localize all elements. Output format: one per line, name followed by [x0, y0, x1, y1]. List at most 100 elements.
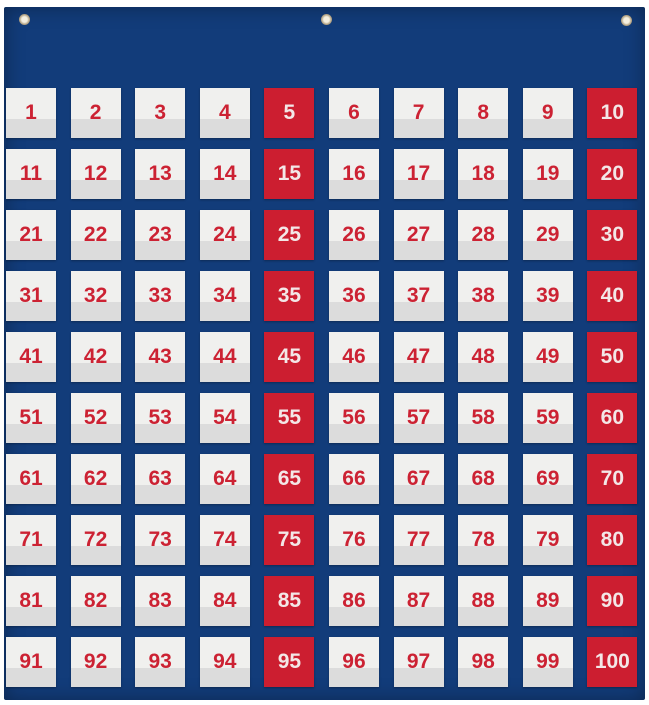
number-card: 45	[264, 332, 315, 382]
number-card: 99	[522, 637, 573, 687]
number-card: 89	[522, 576, 573, 626]
number-card: 62	[70, 454, 121, 504]
number-card: 98	[458, 637, 509, 687]
number-card: 72	[70, 515, 121, 565]
number-card: 69	[522, 454, 573, 504]
number-card: 27	[393, 210, 444, 260]
number-card: 78	[458, 515, 509, 565]
number-card: 94	[199, 637, 250, 687]
number-card: 51	[6, 393, 56, 443]
number-card: 26	[328, 210, 379, 260]
number-card: 91	[6, 637, 56, 687]
number-card: 52	[70, 393, 121, 443]
number-card: 42	[70, 332, 121, 382]
number-card: 25	[264, 210, 315, 260]
number-card: 66	[328, 454, 379, 504]
number-card: 88	[458, 576, 509, 626]
number-card: 93	[135, 637, 186, 687]
number-card: 10	[587, 88, 638, 138]
number-card: 87	[393, 576, 444, 626]
number-card: 57	[393, 393, 444, 443]
number-card: 70	[587, 454, 638, 504]
number-card: 63	[135, 454, 186, 504]
number-card: 33	[135, 271, 186, 321]
number-card: 13	[135, 149, 186, 199]
number-card: 24	[199, 210, 250, 260]
number-card: 20	[587, 149, 638, 199]
number-card: 28	[458, 210, 509, 260]
number-card: 41	[6, 332, 56, 382]
number-card: 9	[522, 88, 573, 138]
number-card: 14	[199, 149, 250, 199]
number-card: 48	[458, 332, 509, 382]
number-card: 55	[264, 393, 315, 443]
number-card: 40	[587, 271, 638, 321]
number-card: 2	[70, 88, 121, 138]
number-card: 60	[587, 393, 638, 443]
number-card: 92	[70, 637, 121, 687]
number-card: 21	[6, 210, 56, 260]
number-card: 46	[328, 332, 379, 382]
number-card: 43	[135, 332, 186, 382]
number-card: 4	[199, 88, 250, 138]
number-card: 37	[393, 271, 444, 321]
number-card: 47	[393, 332, 444, 382]
number-card: 76	[328, 515, 379, 565]
number-card: 81	[6, 576, 56, 626]
number-card: 7	[393, 88, 444, 138]
number-card: 67	[393, 454, 444, 504]
number-card: 74	[199, 515, 250, 565]
number-card: 32	[70, 271, 121, 321]
number-card: 35	[264, 271, 315, 321]
number-card: 59	[522, 393, 573, 443]
number-card: 8	[458, 88, 509, 138]
number-card: 39	[522, 271, 573, 321]
hundreds-grid: 1 2 3 4 5 6 7 8 9 10 11 12 13 14 15 16 17 18 19 20 21 22 23 24 2…	[6, 88, 638, 687]
number-card: 50	[587, 332, 638, 382]
number-card: 36	[328, 271, 379, 321]
number-card: 23	[135, 210, 186, 260]
number-card: 82	[70, 576, 121, 626]
number-card: 3	[135, 88, 186, 138]
number-card: 56	[328, 393, 379, 443]
number-card: 44	[199, 332, 250, 382]
number-card: 75	[264, 515, 315, 565]
number-card: 61	[6, 454, 56, 504]
grommet-icon	[19, 14, 30, 25]
number-card: 96	[328, 637, 379, 687]
number-card: 5	[264, 88, 315, 138]
number-card: 64	[199, 454, 250, 504]
number-card: 19	[522, 149, 573, 199]
number-card: 30	[587, 210, 638, 260]
number-card: 58	[458, 393, 509, 443]
number-card: 100	[587, 637, 638, 687]
number-card: 90	[587, 576, 638, 626]
number-card: 71	[6, 515, 56, 565]
number-card: 6	[328, 88, 379, 138]
number-card: 49	[522, 332, 573, 382]
number-card: 80	[587, 515, 638, 565]
number-card: 68	[458, 454, 509, 504]
number-card: 38	[458, 271, 509, 321]
number-card: 11	[6, 149, 56, 199]
number-card: 73	[135, 515, 186, 565]
number-card: 65	[264, 454, 315, 504]
number-card: 84	[199, 576, 250, 626]
number-card: 97	[393, 637, 444, 687]
number-card: 85	[264, 576, 315, 626]
pocket-chart-board: 1 2 3 4 5 6 7 8 9 10 11 12 13 14 15 16 17 18 19 20 21 22 23 24 2…	[4, 7, 645, 700]
number-card: 77	[393, 515, 444, 565]
number-card: 95	[264, 637, 315, 687]
number-card: 18	[458, 149, 509, 199]
number-card: 54	[199, 393, 250, 443]
grommet-icon	[321, 14, 332, 25]
number-card: 79	[522, 515, 573, 565]
number-card: 29	[522, 210, 573, 260]
number-card: 15	[264, 149, 315, 199]
number-card: 83	[135, 576, 186, 626]
number-card: 1	[6, 88, 56, 138]
number-card: 53	[135, 393, 186, 443]
number-card: 22	[70, 210, 121, 260]
number-card: 17	[393, 149, 444, 199]
number-card: 34	[199, 271, 250, 321]
